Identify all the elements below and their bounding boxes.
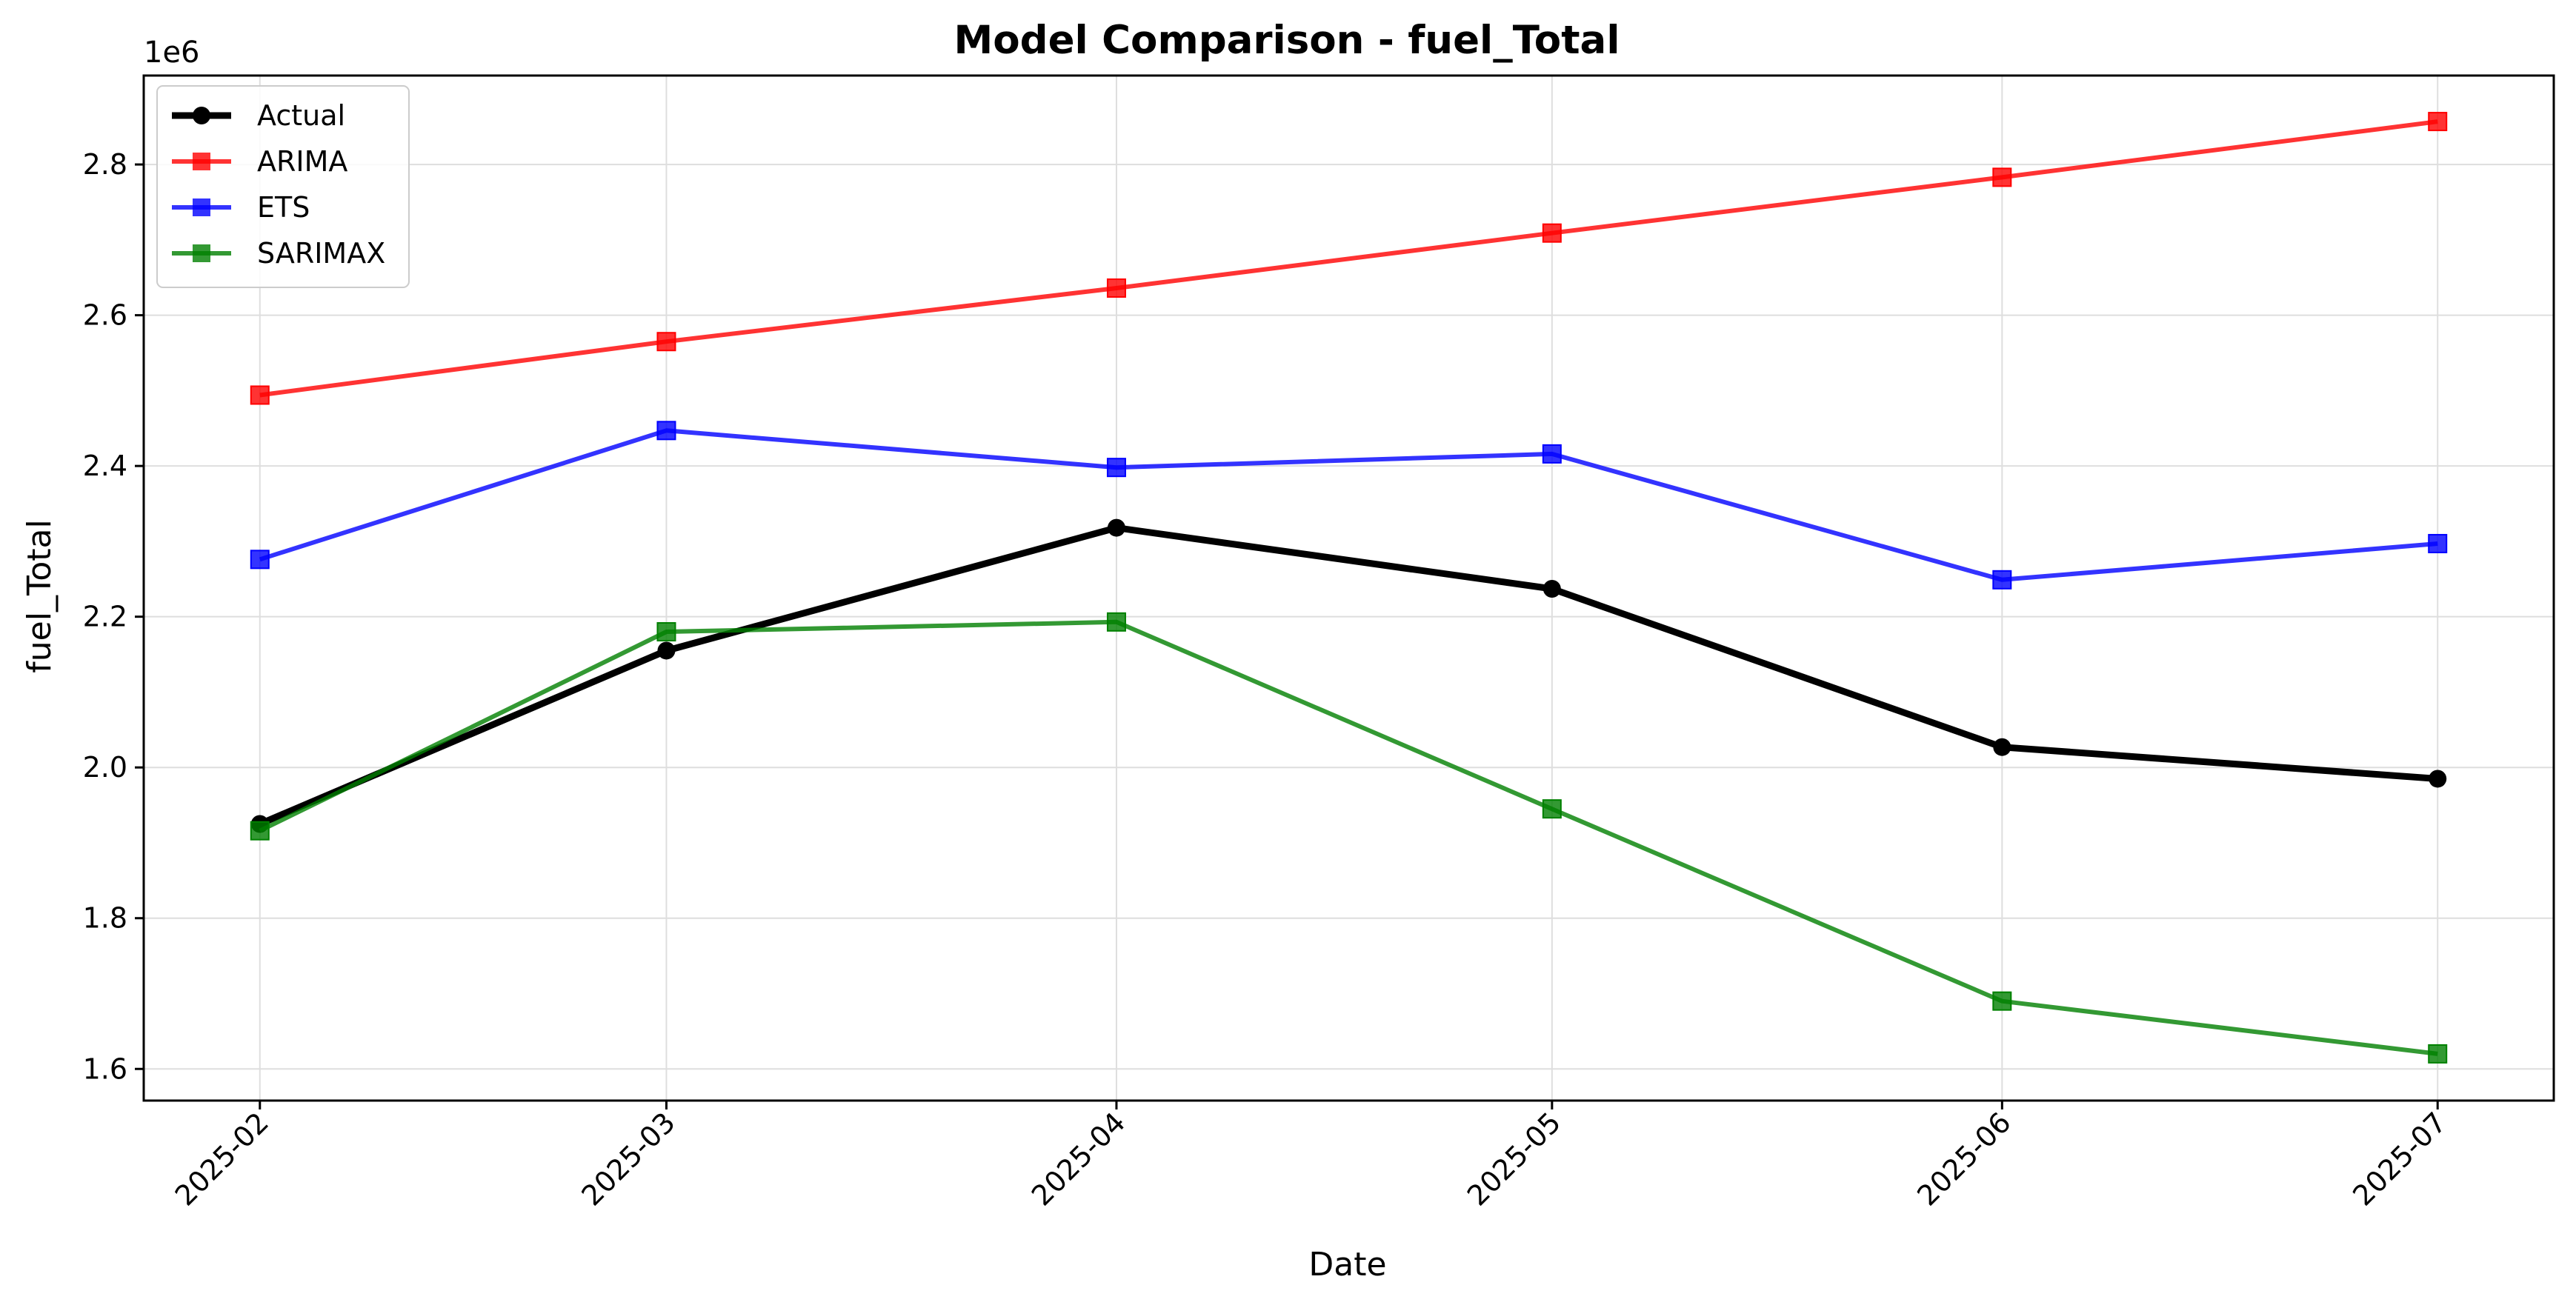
data-point-arima [1106,278,1126,298]
data-point-actual [1993,738,2011,756]
x-axis-label: Date [1308,1246,1386,1284]
legend-item: ARIMA [172,145,347,178]
y-tick-label: 2.8 [83,148,127,181]
axis-layer: 2025-02 2025-03 2025-04 2025-05 2025-06 2025-… [83,148,2453,1212]
legend-item: ETS [172,191,310,224]
x-tick-label: 2025-02 [169,1106,275,1212]
data-point-sarimax [1992,991,2012,1011]
series-actual [250,518,2447,833]
y-tick-label: 2.2 [83,601,127,633]
legend-box [156,85,410,288]
grid-layer [144,76,2554,1101]
data-point-arima [1992,167,2012,187]
series-line-sarimax [259,619,2438,1056]
series-sarimax [250,612,2448,1064]
data-point-ets [1542,444,1562,464]
y-tick-label: 1.8 [83,902,127,935]
data-point-arima [1542,223,1562,243]
x-tick-label: 2025-07 [2346,1106,2452,1212]
legend-marker [193,107,210,124]
legend-marker [193,153,210,170]
legend-marker [193,198,210,216]
data-point-arima [250,385,270,405]
data-point-sarimax [656,622,676,642]
series-line-arima [259,119,2438,398]
legend-label: ARIMA [257,145,347,178]
x-tick-label: 2025-04 [1025,1106,1131,1212]
legend: Actual ARIMA ETS SARIMAX [156,85,410,288]
x-tick-label: 2025-05 [1461,1106,1567,1212]
data-point-actual [1542,580,1561,598]
data-point-ets [656,421,676,441]
data-point-actual [657,641,676,660]
series-arima [250,112,2448,405]
x-tick-label: 2025-03 [575,1106,681,1212]
legend-label: Actual [257,99,345,132]
data-point-sarimax [250,821,270,841]
legend-item: SARIMAX [172,237,385,270]
data-point-ets [1992,570,2012,590]
series-line-ets [259,428,2438,582]
y-tick-label: 2.6 [83,299,127,332]
data-point-actual [2429,770,2447,788]
series-layer [250,112,2448,1064]
x-tick-label: 2025-06 [1911,1106,2017,1212]
data-point-ets [2428,533,2448,553]
chart-title: Model Comparison - fuel_Total [954,18,1620,63]
y-tick-label: 2.4 [83,450,127,482]
data-point-sarimax [1542,799,1562,819]
data-point-arima [2428,112,2448,132]
data-point-sarimax [2428,1044,2448,1064]
data-point-ets [250,550,270,570]
data-point-arima [656,332,676,352]
series-line-actual [259,524,2438,827]
series-ets [250,421,2448,590]
plot-frame [142,74,2555,1102]
legend-label: ETS [257,191,310,224]
legend-item: Actual [172,99,345,132]
data-point-sarimax [1106,612,1126,632]
legend-label: SARIMAX [257,237,385,270]
data-point-ets [1106,458,1126,478]
legend-marker [193,244,210,262]
y-tick-label: 2.0 [83,751,127,784]
y-axis-label: fuel_Total [21,519,59,672]
y-offset-label: 1e6 [144,36,200,70]
data-point-actual [1107,518,1125,537]
y-tick-label: 1.6 [83,1052,127,1085]
